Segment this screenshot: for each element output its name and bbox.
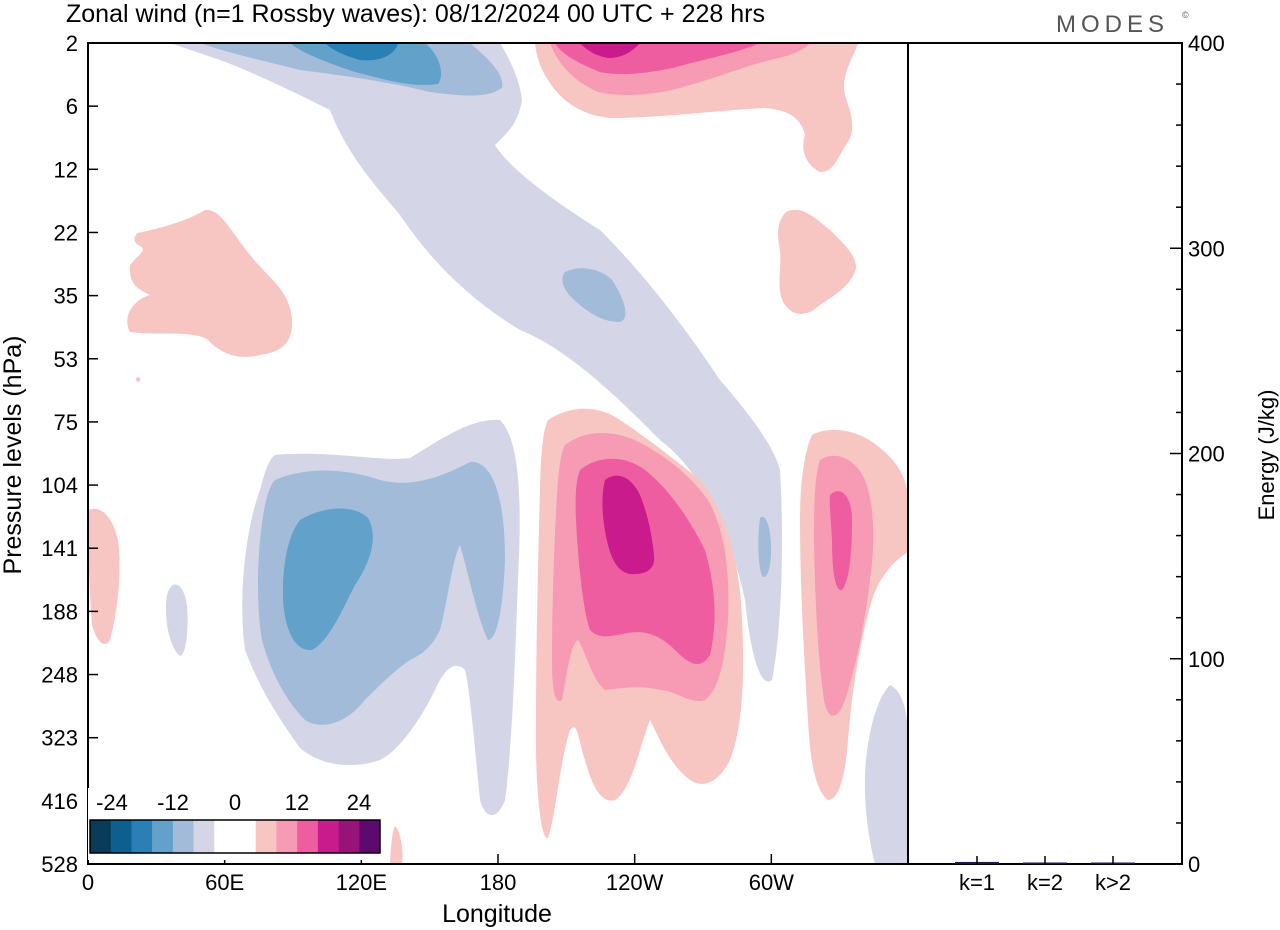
colorbar-label: 12 [285,790,309,815]
x-tick-label: 180 [480,870,517,895]
contour-pos-left-mid [127,209,293,357]
y-axis-label: Pressure levels (hPa) [0,336,27,575]
y-tick-label: 323 [41,726,78,751]
x-tick-label: 120E [336,870,387,895]
brand-logo: MODES [1056,11,1169,38]
y-tick-label: 6 [66,94,78,119]
energy-category-label: k=2 [1027,870,1063,895]
colorbar-label: -12 [157,790,189,815]
y-tick-label: 188 [41,599,78,624]
y-tick-label: 104 [41,473,78,498]
contour-neg-small-1 [166,584,188,656]
contour-pos-dot [135,377,141,382]
colorbar-labels: -24 -12 0 12 24 [96,790,371,815]
energy-axis-label: Energy (J/kg) [1254,390,1279,521]
energy-frame [907,42,1183,865]
colorbar-legend: -24 -12 0 12 24 [88,788,385,860]
y-tick-label: 53 [54,347,78,372]
y-tick-label: 22 [54,220,78,245]
energy-bars: k=1 k=2 k>2 [955,856,1135,895]
x-tick-label: 120W [606,870,664,895]
contour-neg-low-3 [282,508,373,651]
contour-pos-right-3 [829,491,852,591]
y-tick-label: 248 [41,663,78,688]
colorbar-swatch [110,820,132,853]
contour-pos-bottom-sliver [390,826,403,864]
colorbar-frame [89,819,381,854]
colorbar-label: -24 [96,790,128,815]
colorbar-label: 24 [347,790,371,815]
contour-neg-top-4 [325,43,398,61]
brand-mark: © [1182,10,1189,20]
contour-neg-top [170,43,783,682]
colorbar-swatch [359,820,381,853]
y-tick-label: 12 [54,157,78,182]
colorbar-swatch [214,820,236,853]
energy-tick-label: 200 [1188,442,1225,467]
y-tick-label: 141 [41,536,78,561]
x-tick-label: 60E [205,870,244,895]
energy-tick-label: 300 [1188,236,1225,261]
contour-pos-low-4 [602,475,655,575]
colorbar-label: 0 [229,790,241,815]
colorbar-swatch [235,820,257,853]
colorbar-swatch [276,820,298,853]
contour-pos-left-edge [88,508,120,645]
energy-category-label: k=1 [959,870,995,895]
energy-axis: 0 100 200 300 400 [1170,31,1225,877]
y-tick-label: 35 [54,284,78,309]
contour-pos-right-mid [778,209,856,315]
energy-tick-label: 400 [1188,31,1225,56]
energy-tick-label: 0 [1188,852,1200,877]
colorbar-swatch [152,820,174,853]
colorbar-swatch [255,820,277,853]
contour-pos-top-4 [580,43,640,58]
colorbar-swatch [317,820,339,853]
energy-tick-label: 100 [1188,647,1225,672]
colorbar-swatch [90,820,112,853]
y-tick-label: 2 [66,31,78,56]
colorbar-swatch [338,820,360,853]
colorbar-swatch [297,820,319,853]
y-tick-label: 75 [54,410,78,435]
x-tick-label: 0 [82,870,94,895]
colorbar-swatch [131,820,153,853]
x-axis: 0 60E 120E 180 120W 60W [82,854,794,895]
energy-category-label: k>2 [1095,870,1131,895]
y-tick-label: 528 [41,852,78,877]
contour-neg-bottom-right [864,685,908,864]
colorbar-swatch [193,820,215,853]
contour-field [88,43,908,864]
contour-neg-top-3 [290,43,442,85]
y-tick-label: 416 [41,789,78,814]
colorbar-swatches [90,820,381,853]
contour-neg-small-2 [758,516,772,578]
contour-neg-mid [562,268,626,322]
x-axis-label: Longitude [442,900,552,928]
y-axis: 2 6 12 22 35 53 75 104 141 188 248 323 416 528 [41,31,98,877]
colorbar-swatch [172,820,194,853]
x-tick-label: 60W [749,870,794,895]
chart-title: Zonal wind (n=1 Rossby waves): 08/12/202… [66,0,765,28]
